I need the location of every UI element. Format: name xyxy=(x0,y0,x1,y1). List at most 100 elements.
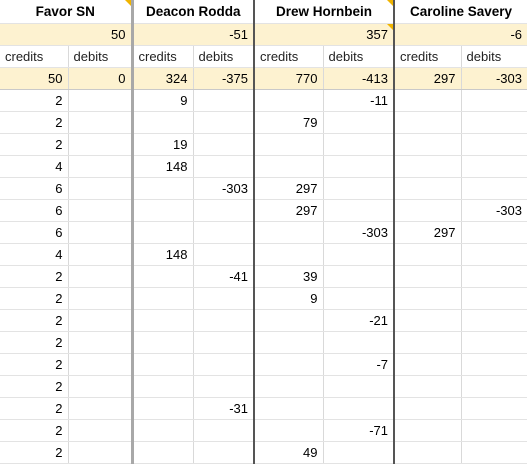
debit-cell[interactable] xyxy=(68,133,134,156)
debit-cell[interactable] xyxy=(323,177,395,200)
person-total-cell[interactable]: -51 xyxy=(132,23,255,46)
credit-cell[interactable] xyxy=(132,177,194,200)
credit-cell[interactable] xyxy=(394,155,462,178)
debit-cell[interactable]: -303 xyxy=(193,177,255,200)
debits-label-cell[interactable]: debits xyxy=(323,45,395,68)
credit-cell[interactable] xyxy=(394,111,462,134)
debit-cell[interactable] xyxy=(323,441,395,464)
debit-cell[interactable] xyxy=(193,375,255,398)
credit-cell[interactable]: 2 xyxy=(0,89,69,112)
credit-cell[interactable] xyxy=(394,243,462,266)
credits-label-cell[interactable]: credits xyxy=(132,45,194,68)
debit-cell[interactable] xyxy=(323,243,395,266)
credit-cell[interactable]: 2 xyxy=(0,353,69,376)
credit-cell[interactable]: 148 xyxy=(132,155,194,178)
credit-cell[interactable] xyxy=(254,89,324,112)
credit-cell[interactable] xyxy=(394,133,462,156)
debit-cell[interactable] xyxy=(461,353,527,376)
credit-cell[interactable]: 6 xyxy=(0,177,69,200)
credit-cell[interactable] xyxy=(132,419,194,442)
debit-cell[interactable] xyxy=(68,419,134,442)
credit-cell[interactable] xyxy=(394,375,462,398)
credits-sum-cell[interactable]: 324 xyxy=(132,67,194,90)
credit-cell[interactable]: 2 xyxy=(0,111,69,134)
debit-cell[interactable] xyxy=(461,287,527,310)
debits-sum-cell[interactable]: -303 xyxy=(461,67,527,90)
debit-cell[interactable] xyxy=(323,111,395,134)
credit-cell[interactable] xyxy=(254,419,324,442)
debits-label-cell[interactable]: debits xyxy=(461,45,527,68)
credit-cell[interactable] xyxy=(254,221,324,244)
debits-sum-cell[interactable]: 0 xyxy=(68,67,134,90)
debits-sum-cell[interactable]: -413 xyxy=(323,67,395,90)
credit-cell[interactable] xyxy=(132,287,194,310)
debit-cell[interactable]: -41 xyxy=(193,265,255,288)
credits-label-cell[interactable]: credits xyxy=(254,45,324,68)
debit-cell[interactable] xyxy=(193,155,255,178)
credit-cell[interactable] xyxy=(394,397,462,420)
credits-sum-cell[interactable]: 297 xyxy=(394,67,462,90)
credit-cell[interactable] xyxy=(394,199,462,222)
debit-cell[interactable] xyxy=(68,441,134,464)
debit-cell[interactable] xyxy=(323,331,395,354)
debit-cell[interactable] xyxy=(323,375,395,398)
debit-cell[interactable] xyxy=(461,331,527,354)
debit-cell[interactable] xyxy=(461,155,527,178)
debit-cell[interactable] xyxy=(68,331,134,354)
person-total-cell[interactable]: 357 xyxy=(254,23,395,46)
debit-cell[interactable] xyxy=(461,375,527,398)
debit-cell[interactable] xyxy=(68,221,134,244)
person-total-cell[interactable]: 50 xyxy=(0,23,134,46)
debit-cell[interactable] xyxy=(193,309,255,332)
credits-sum-cell[interactable]: 770 xyxy=(254,67,324,90)
debit-cell[interactable] xyxy=(461,419,527,442)
debit-cell[interactable]: -71 xyxy=(323,419,395,442)
debit-cell[interactable] xyxy=(68,397,134,420)
credit-cell[interactable]: 19 xyxy=(132,133,194,156)
debit-cell[interactable] xyxy=(323,199,395,222)
credit-cell[interactable]: 2 xyxy=(0,309,69,332)
credit-cell[interactable] xyxy=(394,177,462,200)
credit-cell[interactable]: 4 xyxy=(0,243,69,266)
debit-cell[interactable] xyxy=(461,221,527,244)
credit-cell[interactable]: 2 xyxy=(0,397,69,420)
debit-cell[interactable] xyxy=(193,89,255,112)
credit-cell[interactable]: 9 xyxy=(132,89,194,112)
person-name-cell[interactable]: Drew Hornbein xyxy=(254,0,395,24)
debit-cell[interactable] xyxy=(193,221,255,244)
debit-cell[interactable] xyxy=(68,309,134,332)
credit-cell[interactable] xyxy=(132,441,194,464)
debit-cell[interactable]: -11 xyxy=(323,89,395,112)
debit-cell[interactable] xyxy=(193,441,255,464)
credit-cell[interactable] xyxy=(254,309,324,332)
credit-cell[interactable]: 2 xyxy=(0,375,69,398)
debit-cell[interactable] xyxy=(323,155,395,178)
debit-cell[interactable] xyxy=(461,133,527,156)
credit-cell[interactable] xyxy=(254,397,324,420)
debit-cell[interactable] xyxy=(193,419,255,442)
debit-cell[interactable] xyxy=(68,265,134,288)
debit-cell[interactable]: -303 xyxy=(461,199,527,222)
debit-cell[interactable] xyxy=(323,265,395,288)
credit-cell[interactable] xyxy=(254,353,324,376)
credit-cell[interactable]: 6 xyxy=(0,199,69,222)
debit-cell[interactable] xyxy=(68,353,134,376)
credit-cell[interactable]: 2 xyxy=(0,265,69,288)
credit-cell[interactable]: 49 xyxy=(254,441,324,464)
credit-cell[interactable]: 9 xyxy=(254,287,324,310)
debits-label-cell[interactable]: debits xyxy=(68,45,134,68)
credit-cell[interactable] xyxy=(132,331,194,354)
debit-cell[interactable] xyxy=(461,309,527,332)
person-name-cell[interactable]: Favor SN xyxy=(0,0,134,24)
debit-cell[interactable] xyxy=(323,133,395,156)
debit-cell[interactable] xyxy=(193,243,255,266)
credit-cell[interactable]: 79 xyxy=(254,111,324,134)
debit-cell[interactable] xyxy=(68,375,134,398)
credits-label-cell[interactable]: credits xyxy=(394,45,462,68)
debit-cell[interactable] xyxy=(68,243,134,266)
debit-cell[interactable] xyxy=(461,397,527,420)
credit-cell[interactable]: 6 xyxy=(0,221,69,244)
credit-cell[interactable]: 2 xyxy=(0,441,69,464)
debit-cell[interactable] xyxy=(68,199,134,222)
credit-cell[interactable] xyxy=(394,419,462,442)
